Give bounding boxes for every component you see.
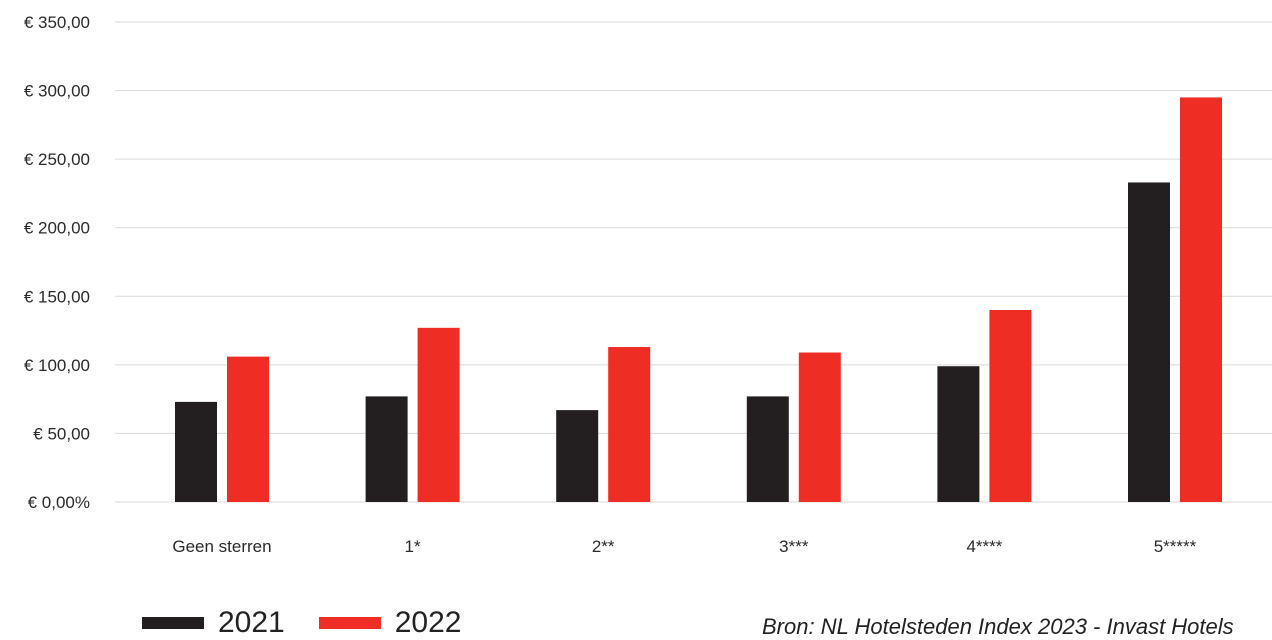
x-category-label: Geen sterren [172,537,271,556]
y-tick-label: € 150,00 [24,287,90,306]
bar-chart: € 0,00% € 50,00 € 100,00 € 150,00 € 200,00 € … [24,13,1272,556]
legend-swatch-2022 [318,617,381,629]
x-category-label: 3*** [779,537,809,556]
bar-2022 [227,356,269,502]
bar-2021 [175,401,217,502]
x-category-label: 5***** [1154,537,1197,556]
x-category-label: 4**** [966,537,1002,556]
bar-2022 [798,352,841,502]
bar-2021 [556,410,599,502]
bar-2022 [608,347,651,502]
bar-2022 [989,310,1032,502]
bars [175,97,1222,502]
y-tick-label: € 50,00 [33,424,90,443]
y-tick-label: € 100,00 [24,356,90,375]
legend-item-2021: 2021 [142,608,285,638]
y-tick-label: € 250,00 [24,150,90,169]
bar-2022 [417,327,460,502]
x-category-label: 2** [592,537,615,556]
bar-2022 [1180,97,1222,502]
x-axis-category-labels: Geen sterren 1* 2** 3*** 4**** 5***** [172,537,1196,556]
y-tick-label: € 0,00% [28,493,90,512]
legend: 2021 2022 [142,608,496,638]
y-tick-label: € 350,00 [24,13,90,32]
bar-2021 [365,396,408,502]
bar-2021 [1128,182,1170,502]
bar-2021 [746,396,789,502]
y-tick-label: € 200,00 [24,219,90,238]
legend-label-2022: 2022 [394,606,462,639]
y-tick-label: € 300,00 [24,82,90,101]
gridlines [115,21,1272,503]
x-category-label: 1* [405,537,421,556]
legend-swatch-2021 [142,617,204,629]
bar-2021 [937,366,980,502]
legend-label-2021: 2021 [218,606,285,639]
source-note: Bron: NL Hotelsteden Index 2023 - Invast… [762,614,1234,639]
legend-item-2022: 2022 [318,606,462,639]
y-axis-tick-labels: € 0,00% € 50,00 € 100,00 € 150,00 € 200,00 € … [24,13,90,512]
